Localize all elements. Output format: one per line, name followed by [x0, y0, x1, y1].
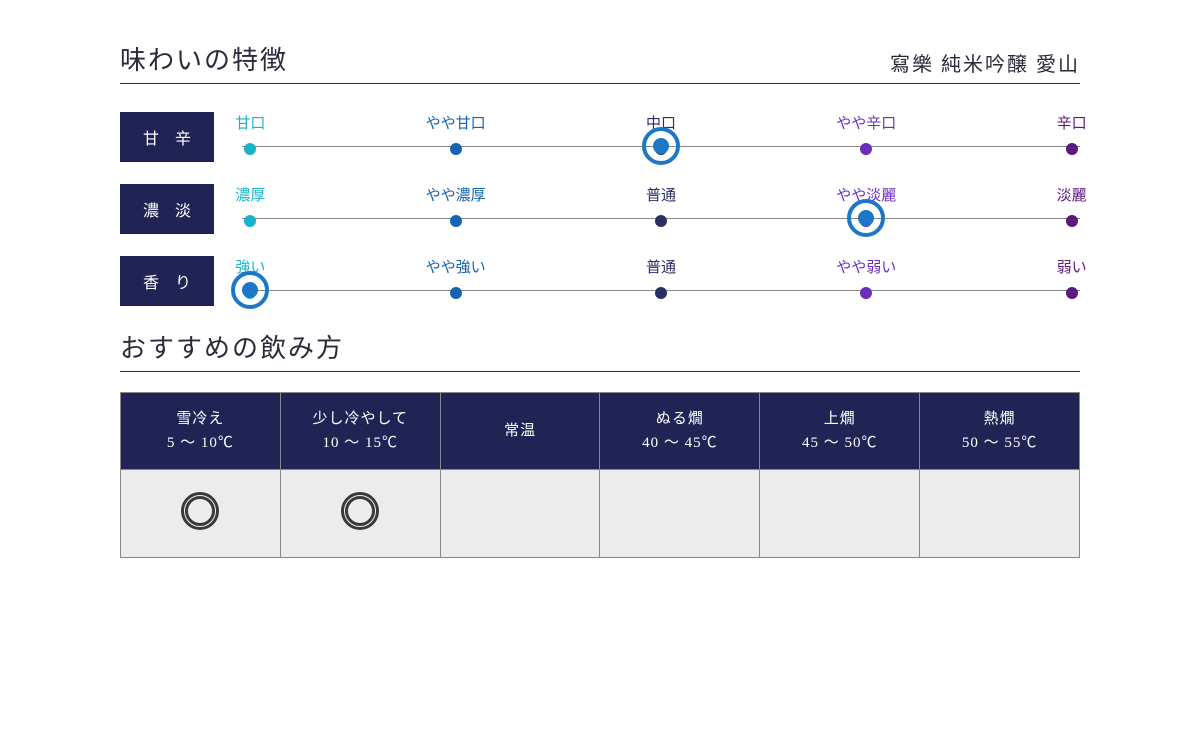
scale-stop-dot	[655, 215, 667, 227]
scale-stop-label: 弱い	[1026, 256, 1118, 277]
scale-stop-label: やや強い	[410, 256, 502, 277]
scale-track: 強いやや強い普通やや弱い弱い	[242, 256, 1080, 306]
temperature-body-cell	[760, 470, 920, 558]
scale-stop-label: 濃厚	[204, 184, 296, 205]
scale-stop-label: やや甘口	[410, 112, 502, 133]
scale-stop: 普通	[615, 184, 707, 221]
temperature-header-cell: 熱燗50 ～ 55℃	[920, 393, 1080, 470]
scale-stop: 普通	[615, 256, 707, 293]
scale-stop-dot	[244, 215, 256, 227]
scale-stop-label: やや濃厚	[410, 184, 502, 205]
temperature-header-cell: 雪冷え5 ～ 10℃	[121, 393, 281, 470]
scale-stop-dot	[655, 287, 667, 299]
scale-track: 甘口やや甘口中口やや辛口辛口	[242, 112, 1080, 162]
scale-stop: 濃厚	[204, 184, 296, 221]
temperature-body-cell	[121, 470, 281, 558]
scale-stop: やや辛口	[820, 112, 912, 149]
flavor-scales: 甘 辛甘口やや甘口中口やや辛口辛口濃 淡濃厚やや濃厚普通やや淡麗淡麗香 り強いや…	[120, 112, 1080, 306]
recommended-mark	[341, 492, 379, 530]
scale-stop: 淡麗	[1026, 184, 1118, 221]
scale-stop-label: やや辛口	[820, 112, 912, 133]
product-name: 寫樂 純米吟醸 愛山	[890, 48, 1080, 77]
temperature-body-cell	[440, 470, 600, 558]
scale-stop-label: 辛口	[1026, 112, 1118, 133]
scale-stop-dot	[1066, 143, 1078, 155]
scale-stop: やや甘口	[410, 112, 502, 149]
scale-row: 甘 辛甘口やや甘口中口やや辛口辛口	[120, 112, 1080, 162]
serving-section-header: おすすめの飲み方	[120, 328, 1080, 372]
selected-indicator	[231, 271, 269, 309]
scale-stop-dot	[860, 287, 872, 299]
scale-stop-dot	[1066, 215, 1078, 227]
temperature-body-cell	[280, 470, 440, 558]
scale-stop: やや強い	[410, 256, 502, 293]
scale-stop-label: やや弱い	[820, 256, 912, 277]
scale-stop-label: 普通	[615, 184, 707, 205]
scale-stop-dot	[450, 143, 462, 155]
scale-stop-dot	[860, 143, 872, 155]
scale-stop-dot	[244, 143, 256, 155]
temperature-table: 雪冷え5 ～ 10℃少し冷やして10 ～ 15℃常温ぬる燗40 ～ 45℃上燗4…	[120, 392, 1080, 558]
scale-stop-label: 淡麗	[1026, 184, 1118, 205]
temperature-body-cell	[600, 470, 760, 558]
scale-stop: やや弱い	[820, 256, 912, 293]
scale-stop-label: 甘口	[204, 112, 296, 133]
scale-axis-label: 濃 淡	[120, 184, 214, 234]
recommended-mark	[181, 492, 219, 530]
temperature-body-cell	[920, 470, 1080, 558]
temperature-header-cell: 常温	[440, 393, 600, 470]
scale-axis-label: 香 り	[120, 256, 214, 306]
scale-stop-dot	[450, 287, 462, 299]
temperature-header-cell: 上燗45 ～ 50℃	[760, 393, 920, 470]
selected-indicator	[847, 199, 885, 237]
scale-track: 濃厚やや濃厚普通やや淡麗淡麗	[242, 184, 1080, 234]
temperature-header-cell: 少し冷やして10 ～ 15℃	[280, 393, 440, 470]
scale-row: 香 り強いやや強い普通やや弱い弱い	[120, 256, 1080, 306]
scale-row: 濃 淡濃厚やや濃厚普通やや淡麗淡麗	[120, 184, 1080, 234]
scale-stop: 甘口	[204, 112, 296, 149]
scale-stop: 辛口	[1026, 112, 1118, 149]
serving-section-title: おすすめの飲み方	[120, 328, 344, 365]
flavor-section-header: 味わいの特徴 寫樂 純米吟醸 愛山	[120, 40, 1080, 84]
scale-stop-label: 普通	[615, 256, 707, 277]
flavor-section-title: 味わいの特徴	[120, 40, 288, 77]
temperature-header-cell: ぬる燗40 ～ 45℃	[600, 393, 760, 470]
scale-axis-label: 甘 辛	[120, 112, 214, 162]
scale-stop-dot	[450, 215, 462, 227]
scale-stop: 弱い	[1026, 256, 1118, 293]
scale-stop-dot	[1066, 287, 1078, 299]
scale-stop: やや濃厚	[410, 184, 502, 221]
selected-indicator	[642, 127, 680, 165]
